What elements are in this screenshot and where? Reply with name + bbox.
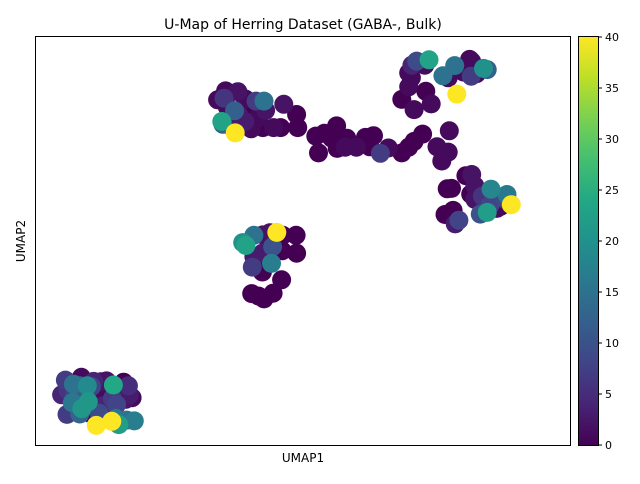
scatter-point xyxy=(346,137,366,157)
scatter-point xyxy=(249,286,269,306)
scatter-point xyxy=(287,105,307,124)
scatter-point xyxy=(77,376,97,396)
scatter-point xyxy=(413,124,433,144)
scatter-point xyxy=(264,118,284,138)
scatter-point xyxy=(445,56,465,76)
scatter-point xyxy=(63,374,83,394)
scatter-point xyxy=(72,399,92,419)
scatter-point xyxy=(262,253,281,273)
scatter-point xyxy=(449,210,469,230)
colorbar-tick-label: 20 xyxy=(605,235,619,248)
scatter-point xyxy=(439,121,459,141)
scatter-point xyxy=(438,142,458,162)
y-axis-label: UMAP2 xyxy=(14,220,28,262)
plot-area-frame xyxy=(35,36,571,446)
x-axis-label: UMAP1 xyxy=(282,451,324,465)
scatter-point xyxy=(501,195,521,215)
colorbar-ticks: 0 5 10 15 20 25 30 35 40 xyxy=(598,31,619,452)
scatter-point xyxy=(86,415,106,435)
scatter-point xyxy=(474,58,493,78)
scatter-point xyxy=(225,101,245,121)
scatter-point xyxy=(481,179,501,199)
scatter-point xyxy=(102,411,122,431)
colorbar-tick-label: 0 xyxy=(605,439,612,452)
colorbar-tick-label: 25 xyxy=(605,184,619,197)
scatter-point xyxy=(118,376,138,396)
scatter-point xyxy=(254,91,274,111)
scatter-points xyxy=(52,49,521,435)
scatter-point xyxy=(477,202,497,222)
scatter-point xyxy=(267,222,287,242)
scatter-point xyxy=(286,225,306,245)
scatter-point xyxy=(236,236,256,255)
chart-title: U-Map of Herring Dataset (GABA-, Bulk) xyxy=(164,17,442,33)
scatter-point xyxy=(364,126,383,146)
colorbar xyxy=(578,36,599,446)
scatter-point xyxy=(419,50,439,70)
scatter-point xyxy=(242,257,262,277)
scatter-point xyxy=(212,112,232,131)
scatter-point xyxy=(214,88,234,108)
scatter-point xyxy=(421,94,441,114)
scatter-point xyxy=(287,243,307,263)
colorbar-tick-label: 5 xyxy=(605,388,612,401)
scatter-point xyxy=(447,84,467,104)
colorbar-tick-label: 10 xyxy=(605,337,619,350)
scatter-point xyxy=(309,143,328,163)
scatter-point xyxy=(442,178,461,198)
scatter-point xyxy=(404,100,424,120)
colorbar-tick-label: 40 xyxy=(605,31,619,44)
colorbar-tick-label: 30 xyxy=(605,133,619,146)
scatter-point xyxy=(103,375,123,395)
scatter-point xyxy=(263,237,283,257)
scatter-point xyxy=(107,395,127,415)
scatter-point xyxy=(124,411,144,431)
colorbar-tick-label: 35 xyxy=(605,82,619,95)
scatter-point xyxy=(274,94,294,114)
colorbar-tick-label: 15 xyxy=(605,286,619,299)
scatter-point xyxy=(225,123,245,143)
scatter-point xyxy=(370,143,390,163)
